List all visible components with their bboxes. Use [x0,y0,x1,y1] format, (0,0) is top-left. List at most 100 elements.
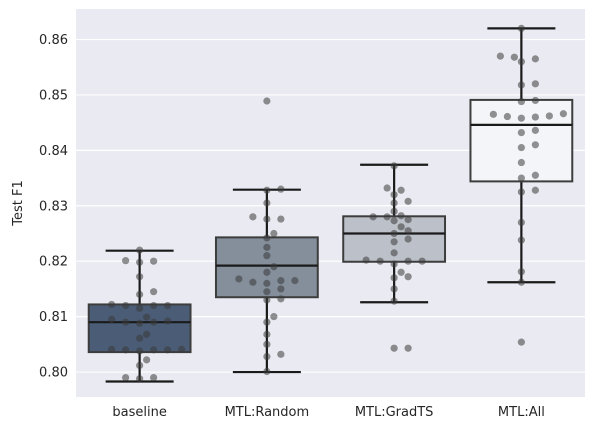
data-point [263,268,271,276]
data-point [263,330,271,338]
data-point [404,235,412,243]
data-point [122,374,130,382]
box-mtl-all [469,27,574,284]
data-point [122,301,130,310]
data-point [143,356,151,364]
data-point [277,277,285,285]
data-point [277,350,285,358]
data-point [404,344,412,352]
data-point [136,319,144,327]
data-point [531,113,539,121]
data-point [164,317,172,325]
data-point [277,215,285,223]
data-point [404,257,412,265]
x-tick-labels: baseline MTL:Random MTL:GradTS MTL:All [112,405,544,420]
data-point [390,162,398,170]
data-point [517,338,525,346]
x-tick-label: MTL:GradTS [355,405,434,420]
data-point [531,55,539,63]
data-point [263,215,271,223]
data-point [517,268,525,276]
data-point [510,53,518,61]
data-point [517,188,525,196]
data-point [383,184,391,192]
data-point [263,97,271,105]
data-point [397,268,405,276]
data-point [390,274,398,282]
data-point [263,199,271,207]
data-point [263,243,271,251]
data-point [263,288,271,296]
data-point [517,81,525,89]
data-point [517,278,525,286]
y-tick-label: 0.82 [39,255,68,270]
data-point [517,158,525,167]
data-point [122,257,130,265]
box-iqr [469,98,574,183]
y-tick-label: 0.84 [39,144,68,159]
data-point [390,285,398,293]
data-point [150,288,158,296]
swarm-points [108,24,567,383]
data-point [517,24,525,32]
data-point [136,258,144,266]
data-point [164,346,172,354]
y-tick-label: 0.86 [39,33,68,48]
data-point [136,375,144,383]
data-point [531,186,539,194]
data-point [517,97,525,106]
data-point [503,112,511,121]
data-point [517,129,525,137]
x-tick-label: baseline [112,405,166,420]
data-point [263,318,271,326]
data-point [390,249,398,257]
data-point [291,277,299,285]
data-point [136,347,144,355]
data-point [108,300,116,309]
data-point [397,223,405,231]
data-point [150,257,158,265]
data-point [397,212,405,220]
data-point [390,238,398,246]
data-point [545,112,553,120]
data-point [418,257,426,265]
data-point [390,217,398,225]
data-point [517,174,525,182]
data-point [404,216,412,224]
data-point [517,218,525,226]
data-point [150,301,158,310]
data-point [531,126,539,134]
data-point [235,275,243,283]
data-point [263,279,271,287]
data-point [531,80,539,88]
data-point [397,186,405,194]
data-point [390,260,398,268]
data-point [390,297,398,305]
data-point [517,114,525,122]
data-point [143,313,151,321]
data-point [390,191,398,199]
data-point [150,374,158,382]
data-point [108,315,116,323]
data-point [362,256,370,264]
data-point [143,330,151,338]
data-point [531,171,539,179]
data-point [559,110,567,118]
data-point [369,213,377,221]
data-point [277,185,285,193]
data-point [390,207,398,215]
data-point [178,345,186,353]
data-point [122,346,130,354]
data-point [136,304,144,312]
data-point [263,234,271,242]
data-point [270,313,278,321]
data-point [136,334,144,342]
data-point [122,318,130,326]
data-point [404,227,412,235]
data-point [517,58,525,66]
data-point [263,252,271,260]
data-point [531,96,539,105]
data-point [496,52,504,60]
data-point [390,344,398,352]
data-point [249,278,257,286]
